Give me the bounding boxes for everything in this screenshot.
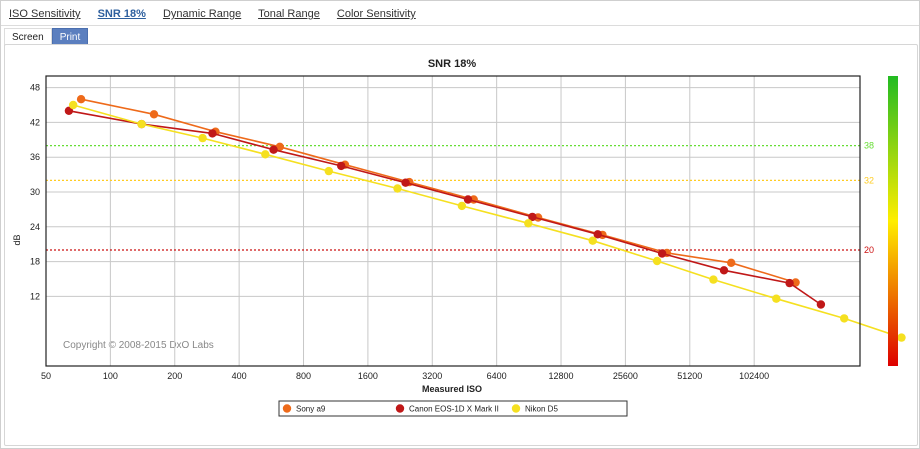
- y-tick-label: 36: [30, 152, 40, 162]
- x-axis-label: Measured ISO: [422, 384, 482, 394]
- legend-label: Sony a9: [296, 405, 326, 414]
- data-point: [137, 119, 146, 129]
- x-tick-label: 50: [41, 371, 51, 381]
- data-point: [719, 266, 729, 275]
- tab-bar: ISO Sensitivity SNR 18% Dynamic Range To…: [9, 8, 430, 20]
- y-tick-label: 48: [30, 83, 40, 93]
- legend: Sony a9 Canon EOS-1D X Mark II Nikon D5: [278, 400, 628, 417]
- data-point: [337, 161, 346, 171]
- tab-color-sensitivity[interactable]: Color Sensitivity: [336, 8, 416, 20]
- y-tick-label: 42: [30, 117, 40, 127]
- y-tick-label: 30: [30, 187, 40, 197]
- data-point: [324, 166, 333, 176]
- legend-marker: [395, 404, 405, 413]
- data-point: [840, 314, 849, 323]
- legend-marker: [511, 404, 521, 413]
- data-point: [657, 249, 667, 258]
- data-point: [393, 184, 402, 193]
- data-point: [269, 145, 278, 154]
- data-point: [772, 294, 781, 303]
- data-point: [463, 195, 473, 204]
- y-axis-label: dB: [12, 234, 22, 245]
- data-point: [593, 230, 602, 239]
- legend-marker: [282, 404, 292, 413]
- x-tick-label: 51200: [677, 371, 702, 381]
- data-point: [785, 278, 794, 288]
- data-point: [149, 110, 159, 119]
- y-tick-label: 24: [30, 222, 40, 232]
- x-tick-label: 12800: [549, 371, 574, 381]
- x-tick-label: 800: [296, 371, 311, 381]
- series-line: [80, 98, 796, 284]
- x-tick-label: 100: [103, 371, 118, 381]
- plot-border: [45, 75, 861, 367]
- data-point: [198, 133, 207, 143]
- series-group: [69, 100, 906, 342]
- data-point: [261, 150, 270, 159]
- data-point: [524, 219, 533, 228]
- legend-label: Nikon D5: [525, 405, 558, 414]
- tab-iso-sensitivity[interactable]: ISO Sensitivity: [9, 8, 81, 20]
- data-point: [816, 300, 826, 309]
- reference-line-label: 32: [864, 175, 874, 185]
- data-point: [76, 95, 86, 104]
- x-tick-label: 1600: [358, 371, 378, 381]
- x-tick-label: 25600: [613, 371, 638, 381]
- color-scale-bar: [888, 76, 898, 366]
- tab-snr-18[interactable]: SNR 18%: [97, 8, 146, 20]
- display-mode-toggle: Screen Print: [4, 28, 89, 47]
- x-tick-label: 102400: [739, 371, 769, 381]
- series-line: [72, 104, 902, 339]
- data-point: [64, 106, 74, 116]
- reference-line-label: 38: [864, 141, 874, 151]
- data-point: [401, 178, 410, 187]
- data-point: [897, 333, 906, 342]
- copyright-note: Copyright © 2008-2015 DxO Labs: [63, 340, 214, 351]
- x-tick-label: 6400: [487, 371, 507, 381]
- data-point: [709, 275, 718, 284]
- series-line: [68, 110, 822, 306]
- x-tick-label: 400: [232, 371, 247, 381]
- data-point: [528, 212, 537, 222]
- data-point: [588, 236, 597, 245]
- tab-tonal-range[interactable]: Tonal Range: [258, 8, 320, 20]
- data-point: [69, 100, 78, 110]
- legend-label: Canon EOS-1D X Mark II: [409, 405, 499, 414]
- chart-title: SNR 18%: [428, 58, 477, 70]
- legend-box: [278, 400, 628, 417]
- data-point: [208, 129, 217, 138]
- x-tick-label: 200: [167, 371, 182, 381]
- reference-line-label: 20: [864, 245, 874, 255]
- y-tick-label: 12: [30, 291, 40, 301]
- tab-dynamic-range[interactable]: Dynamic Range: [162, 8, 242, 20]
- x-tick-label: 3200: [422, 371, 442, 381]
- tab-divider: [1, 25, 919, 26]
- data-point: [457, 201, 467, 211]
- y-tick-label: 18: [30, 257, 40, 267]
- data-point: [652, 256, 662, 266]
- data-point: [727, 258, 736, 267]
